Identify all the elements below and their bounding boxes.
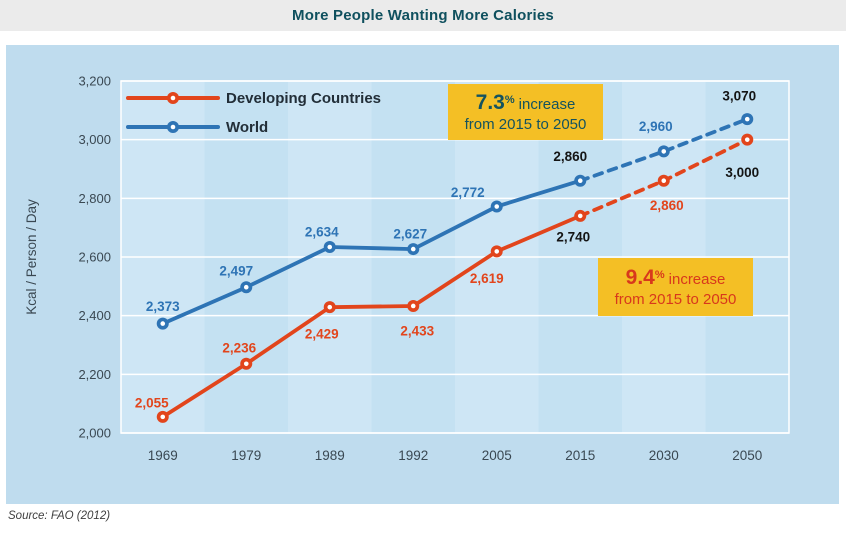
annotation-developing-value: 9.4 (625, 265, 655, 289)
data-label-world-1969: 2,373 (146, 299, 180, 314)
data-label-developing-2015: 2,740 (556, 229, 590, 244)
y-axis-title: Kcal / Person / Day (24, 199, 39, 315)
annotation-world-increase: 7.3% increase from 2015 to 2050 (448, 84, 603, 140)
series-world-point-2015-center (577, 178, 583, 184)
x-tick-label: 1989 (315, 448, 345, 463)
plot-border (120, 80, 790, 434)
data-label-developing-2050: 3,000 (725, 165, 759, 180)
legend-marker-developing-center (170, 95, 176, 101)
series-world-point-1979-center (243, 284, 249, 290)
series-developing-point-2015-center (577, 213, 583, 219)
series-world-point-1969-center (160, 321, 166, 326)
data-label-developing-2005: 2,619 (470, 271, 504, 286)
x-tick-label: 2030 (649, 448, 679, 463)
data-label-developing-1989: 2,429 (305, 327, 339, 342)
data-label-developing-1992: 2,433 (400, 323, 434, 338)
legend-label-developing: Developing Countries (226, 90, 381, 107)
chart-title: More People Wanting More Calories (292, 7, 554, 24)
y-tick-label: 2,600 (78, 250, 111, 265)
title-bar: More People Wanting More Calories (0, 0, 846, 31)
data-label-developing-2030: 2,860 (650, 198, 684, 213)
x-tick-label: 1979 (231, 448, 261, 463)
series-world-solid-line (160, 178, 583, 326)
x-tick-label: 2015 (565, 448, 595, 463)
data-label-developing-1969: 2,055 (135, 395, 169, 410)
series-developing-point-2050-center (744, 137, 750, 142)
series-world-point-2050-center (744, 116, 750, 122)
percent-sign: % (654, 268, 665, 281)
data-label-world-1992: 2,627 (393, 227, 427, 242)
percent-sign: % (504, 93, 515, 106)
annotation-developing-suffix: increase (668, 270, 726, 288)
y-tick-label: 2,400 (78, 308, 111, 323)
series-developing-point-2005-center (494, 249, 500, 254)
series-developing-point-1989-center (327, 304, 333, 310)
y-tick-label: 2,200 (78, 367, 111, 382)
x-tick-label: 2005 (482, 448, 512, 463)
data-label-developing-1979: 2,236 (222, 340, 256, 355)
data-label-world-2030: 2,960 (639, 119, 673, 134)
y-tick-label: 2,000 (78, 426, 111, 441)
data-label-world-1989: 2,634 (305, 225, 339, 240)
data-label-world-2015: 2,860 (553, 149, 587, 164)
annotation-world-line2: from 2015 to 2050 (464, 115, 587, 133)
legend-marker-world-center (170, 124, 176, 130)
series-developing-point-1969-center (160, 414, 166, 420)
data-label-world-2005: 2,772 (451, 185, 485, 200)
series-world-point-2030-center (661, 149, 667, 154)
series-developing-solid-line (160, 213, 583, 419)
annotation-developing-increase: 9.4% increase from 2015 to 2050 (598, 258, 753, 316)
y-tick-label: 2,800 (78, 191, 111, 206)
annotation-world-line1: 7.3% increase (476, 90, 576, 116)
source-note: Source: FAO (2012) (8, 510, 111, 522)
annotation-world-suffix: increase (518, 95, 576, 113)
legend-label-world: World (226, 119, 268, 136)
series-developing-point-1992-center (410, 303, 416, 309)
annotation-world-value: 7.3 (475, 90, 505, 114)
x-tick-label: 1992 (398, 448, 428, 463)
y-tick-label: 3,200 (78, 74, 111, 89)
annotation-developing-line1: 9.4% increase (626, 265, 726, 291)
x-tick-label: 1969 (148, 448, 178, 463)
annotation-developing-line2: from 2015 to 2050 (614, 290, 737, 308)
series-world-point-2005-center (494, 204, 500, 209)
series-world-point-1989-center (327, 244, 333, 250)
data-label-world-2050: 3,070 (722, 89, 756, 104)
series-world-point-1992-center (410, 246, 416, 252)
series-developing-point-2030-center (661, 178, 667, 184)
x-tick-label: 2050 (732, 448, 762, 463)
data-label-world-1979: 2,497 (219, 264, 253, 279)
y-tick-label: 3,000 (78, 132, 111, 147)
series-developing-point-1979-center (243, 361, 249, 367)
